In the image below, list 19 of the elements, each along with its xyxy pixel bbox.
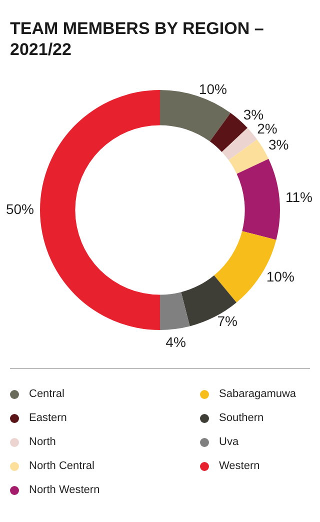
legend-label: North Central [29,460,94,472]
legend-label: Sabaragamuwa [219,388,296,400]
data-label: 2% [257,120,278,137]
data-label: 3% [268,136,289,153]
data-label: 50% [6,200,34,217]
data-label: 7% [217,313,238,330]
data-label: 3% [243,106,264,122]
legend-label: North Western [29,484,100,496]
legend-label: North [29,436,56,448]
legend-label: Southern [219,412,264,424]
data-label: 4% [166,334,186,350]
data-label: 10% [198,81,227,98]
data-label: 11% [285,189,312,205]
legend-label: Central [29,388,64,400]
legend-label: Western [219,460,260,472]
data-label: 10% [266,268,294,284]
chart-title: TEAM MEMBERS BY REGION – 2021/22 [10,18,265,60]
legend-label: Eastern [29,412,67,424]
legend-label: Uva [219,436,239,448]
